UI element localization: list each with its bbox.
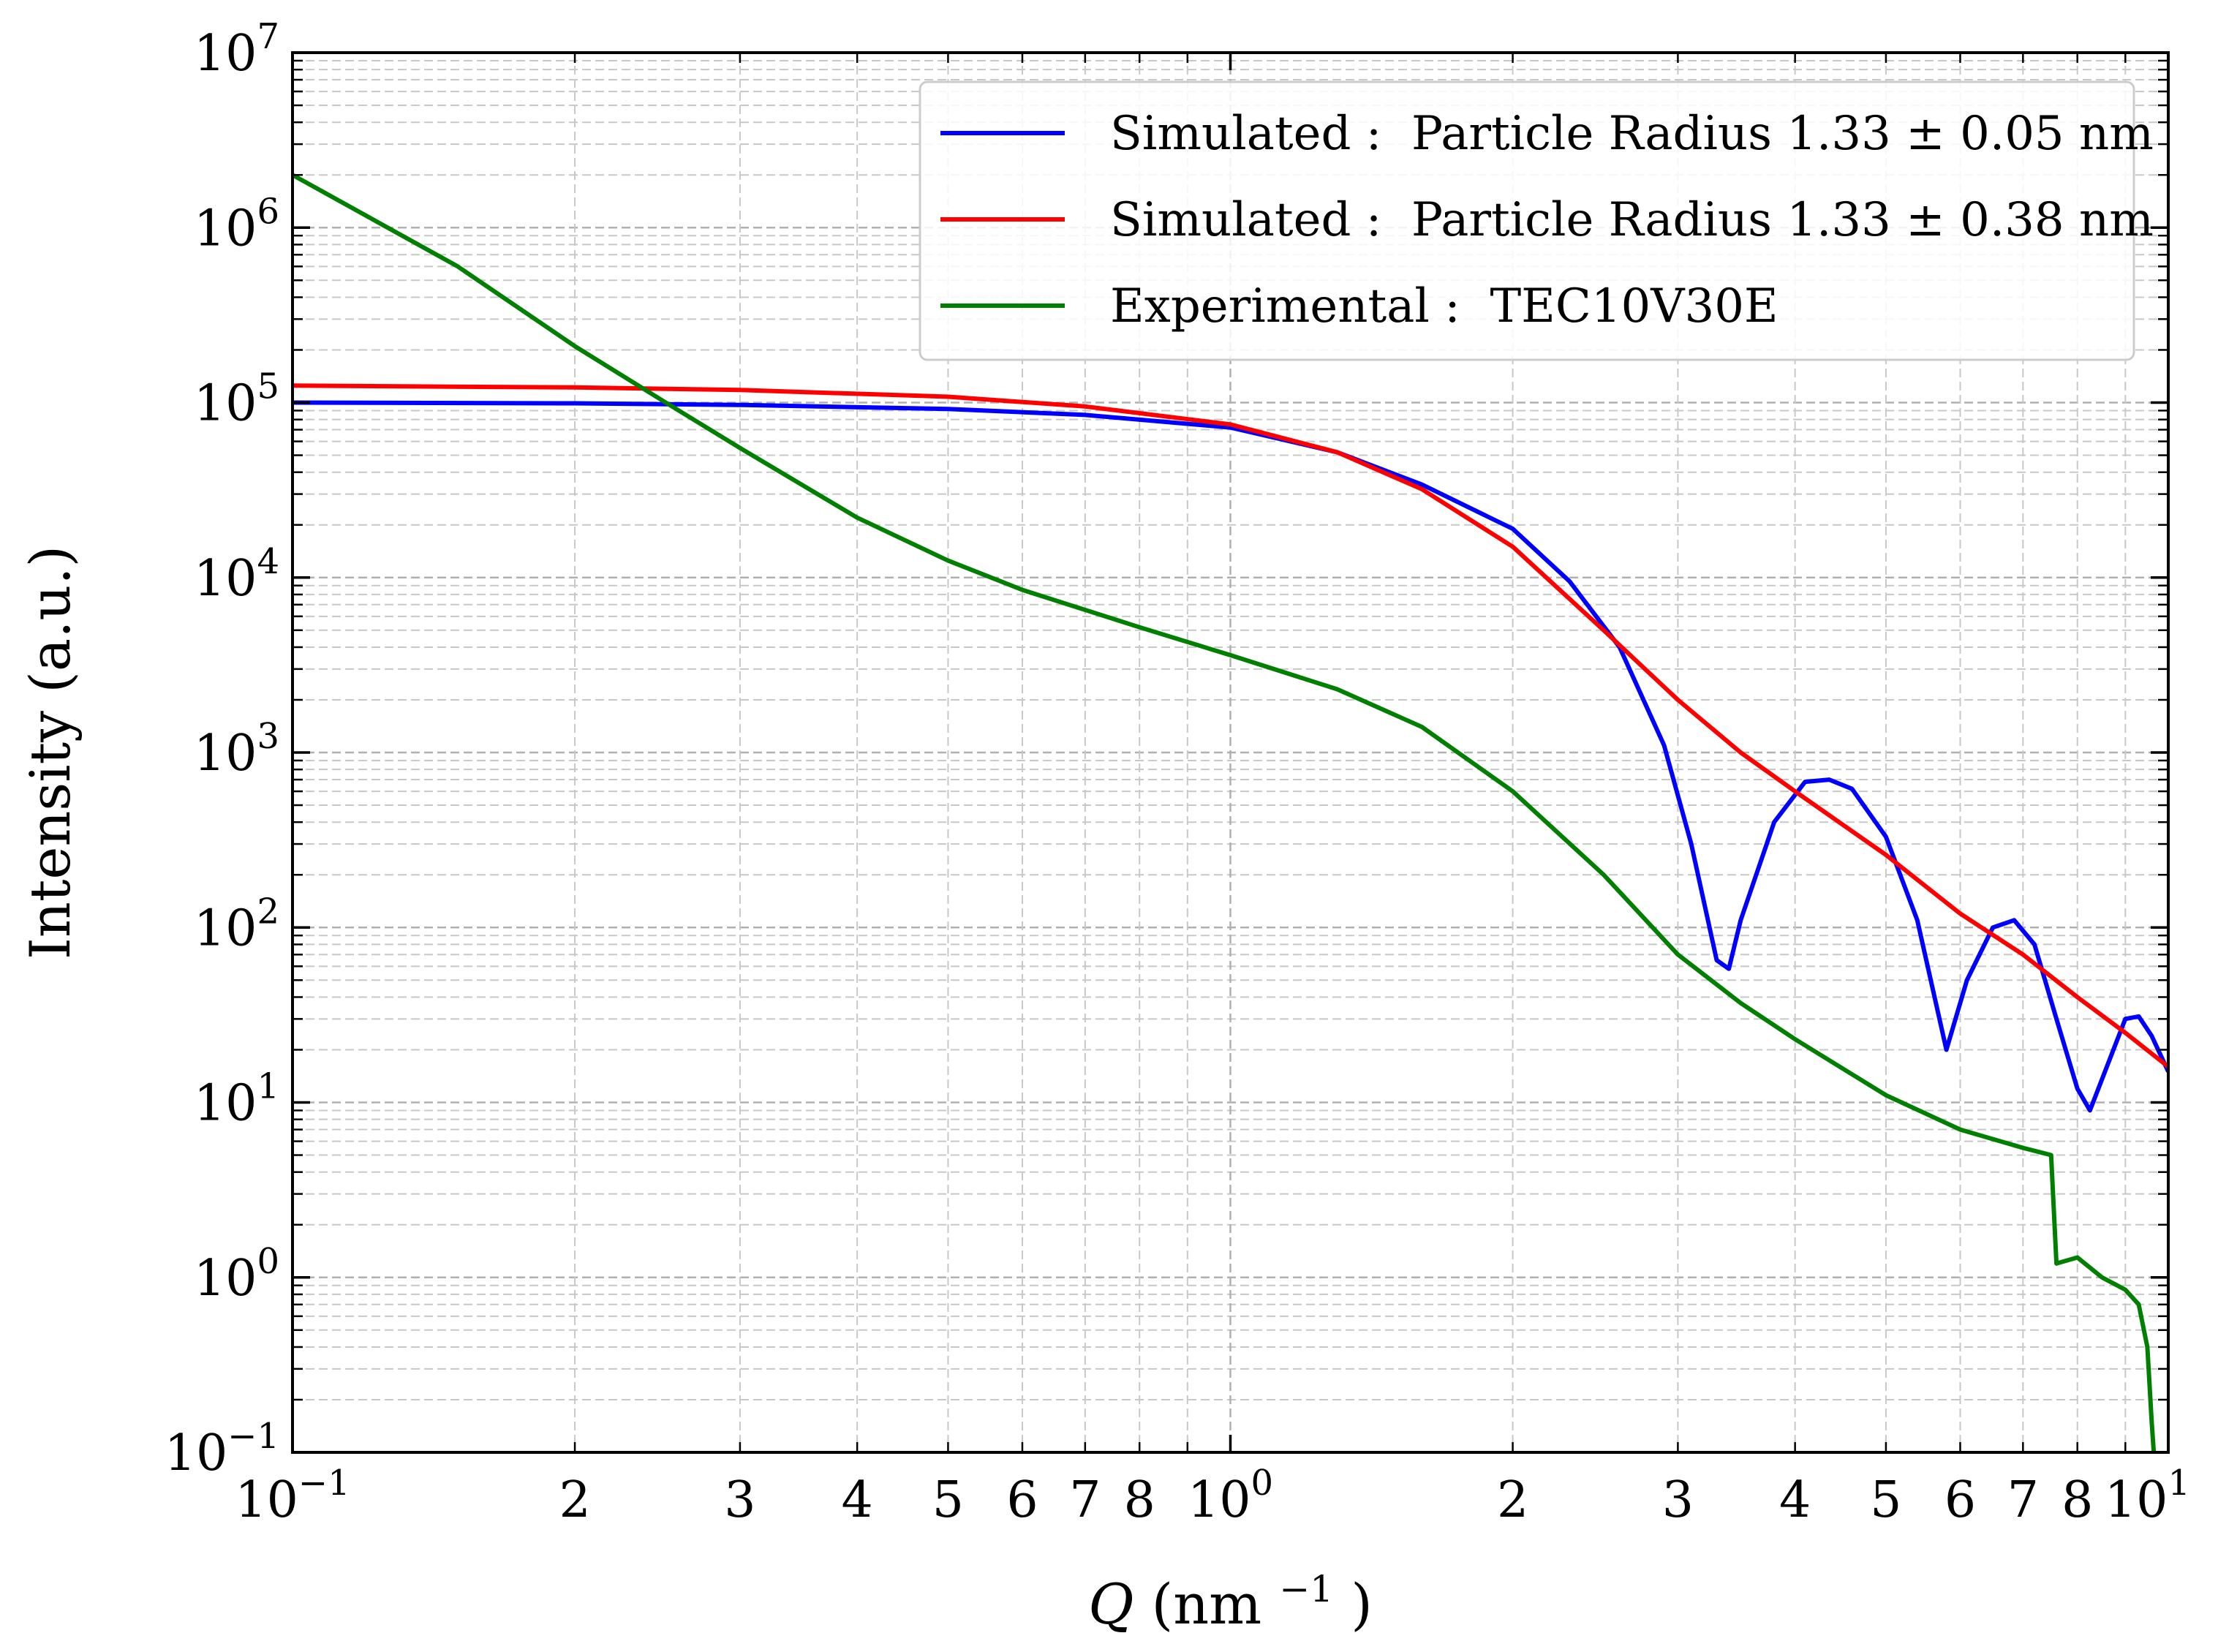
x-tick-label-exponent: −1 bbox=[298, 1463, 350, 1504]
legend-label-3: Experimental : TEC10V30E bbox=[1110, 279, 1778, 333]
y-tick-label: 10−1 bbox=[165, 1416, 279, 1482]
y-tick-label-base: 10 bbox=[194, 1075, 257, 1133]
y-tick-label-base: 10 bbox=[194, 899, 257, 957]
y-tick-label-base: 10 bbox=[194, 25, 257, 83]
x-minor-tick-label: 5 bbox=[1870, 1471, 1901, 1529]
y-tick-label: 103 bbox=[194, 716, 279, 782]
x-axis-label: Q (nm −1 ) bbox=[1088, 1550, 1373, 1637]
x-minor-tick-label: 7 bbox=[2007, 1471, 2039, 1529]
x-tick-label-exponent: 0 bbox=[1251, 1463, 1273, 1504]
x-tick-label-exponent: 1 bbox=[2168, 1463, 2190, 1504]
y-tick-label-base: 10 bbox=[165, 1425, 228, 1482]
y-tick-label: 101 bbox=[194, 1066, 279, 1133]
y-tick-label-base: 10 bbox=[194, 550, 257, 608]
x-tick-label-base: 10 bbox=[2105, 1471, 2168, 1529]
x-minor-tick-label: 6 bbox=[1006, 1471, 1038, 1529]
legend-label-1: Simulated : Particle Radius 1.33 ± 0.05 … bbox=[1110, 107, 2154, 161]
x-minor-tick-label: 2 bbox=[1497, 1471, 1528, 1529]
x-major-tick-label: 100 bbox=[1188, 1463, 1273, 1529]
x-minor-tick-label: 2 bbox=[559, 1471, 590, 1529]
x-minor-tick-label: 8 bbox=[2062, 1471, 2093, 1529]
x-major-tick-label: 10−1 bbox=[235, 1463, 350, 1529]
ticks bbox=[291, 51, 2170, 1454]
legend-label-2: Simulated : Particle Radius 1.33 ± 0.38 … bbox=[1110, 193, 2154, 247]
x-minor-tick-label: 8 bbox=[1124, 1471, 1155, 1529]
y-tick-label-base: 10 bbox=[194, 375, 257, 433]
series-layer bbox=[293, 173, 2168, 1452]
legend-box bbox=[918, 80, 2135, 361]
legend: Simulated : Particle Radius 1.33 ± 0.05 … bbox=[918, 80, 2154, 361]
y-tick-label-base: 10 bbox=[194, 1250, 257, 1308]
y-tick-label: 105 bbox=[194, 366, 279, 433]
y-tick-label-exponent: 3 bbox=[257, 716, 279, 757]
y-tick-label: 106 bbox=[194, 191, 279, 257]
x-minor-tick-label: 7 bbox=[1069, 1471, 1101, 1529]
y-tick-label-exponent: 0 bbox=[257, 1241, 279, 1282]
y-tick-label: 104 bbox=[194, 541, 279, 608]
legend-entries: Simulated : Particle Radius 1.33 ± 0.05 … bbox=[940, 107, 2154, 333]
x-axis-label-unit: (nm bbox=[1152, 1572, 1262, 1637]
y-tick-label-exponent: 6 bbox=[257, 191, 279, 232]
x-major-tick-label: 101 bbox=[2105, 1463, 2190, 1529]
y-tick-label-exponent: 4 bbox=[257, 541, 279, 582]
x-tick-label-base: 10 bbox=[1188, 1471, 1251, 1529]
x-axis-label-symbol: Q bbox=[1088, 1572, 1133, 1637]
series-line-2 bbox=[293, 383, 2168, 1069]
y-tick-label-exponent: 2 bbox=[257, 891, 279, 932]
x-minor-tick-label: 3 bbox=[724, 1471, 755, 1529]
x-minor-tick-label: 4 bbox=[1779, 1471, 1811, 1529]
y-tick-label-exponent: 1 bbox=[257, 1066, 279, 1107]
y-tick-label: 102 bbox=[194, 891, 279, 957]
y-tick-label-base: 10 bbox=[194, 725, 257, 782]
x-minor-tick-label: 3 bbox=[1662, 1471, 1694, 1529]
x-tick-label-base: 10 bbox=[235, 1471, 298, 1529]
x-minor-tick-label: 5 bbox=[932, 1471, 964, 1529]
y-tick-label-exponent: −1 bbox=[227, 1416, 279, 1457]
x-axis-label-close: ) bbox=[1351, 1572, 1373, 1637]
y-tick-label-exponent: 7 bbox=[257, 16, 279, 57]
x-axis-label-exponent: −1 bbox=[1279, 1568, 1333, 1610]
series-line-3 bbox=[293, 173, 2157, 1452]
y-tick-label-exponent: 5 bbox=[257, 366, 279, 407]
x-minor-tick-label: 4 bbox=[842, 1471, 873, 1529]
y-tick-label: 100 bbox=[194, 1241, 279, 1308]
y-tick-label-base: 10 bbox=[194, 200, 257, 257]
y-tick-label: 107 bbox=[194, 16, 279, 83]
x-minor-tick-label: 6 bbox=[1944, 1471, 1976, 1529]
y-axis-label: Intensity (a.u.) bbox=[18, 546, 83, 959]
